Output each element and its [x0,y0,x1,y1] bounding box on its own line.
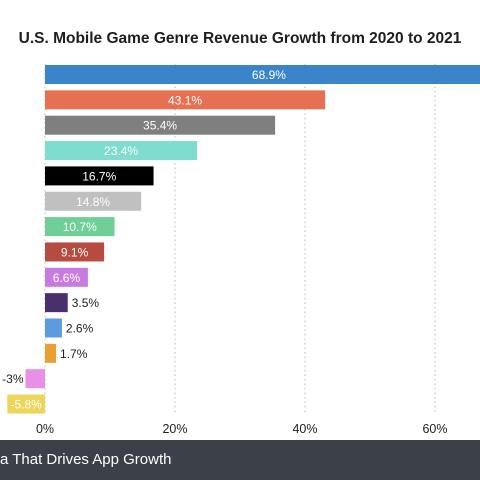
bar [45,293,68,313]
bar [25,369,45,389]
bar-value-label: 35.4% [143,119,177,133]
x-tick-label: 20% [162,422,187,436]
bar [45,242,105,262]
bar-chart: 68.9% 43.1% 35.4% 23.4% 16.7% 14.8% 10.7% 9.1% 6… [2,64,480,436]
bar-value-label: -5.8% [10,398,42,412]
bar [45,90,326,110]
bar-value-labels: 68.9% 43.1% 35.4% 23.4% 16.7% 14.8% 10.7% 9.1% 6… [2,68,286,412]
bar [45,267,88,287]
bar-value-label: 16.7% [82,169,116,183]
bar [45,65,480,84]
bar [45,318,62,338]
bar [45,141,198,161]
bar [45,343,57,363]
bar [45,166,154,186]
chart-title: U.S. Mobile Game Genre Revenue Growth fr… [18,30,462,47]
bar-value-label: 6.6% [53,271,81,285]
x-tick-label: 60% [422,422,447,436]
bar-value-label: 10.7% [63,220,97,234]
bar [45,115,276,135]
bar-value-label: 23.4% [104,144,138,158]
footer-banner: a That Drives App Growth [0,440,480,480]
bar-value-label: 2.6% [66,322,94,336]
x-tick-label: 0% [36,422,54,436]
bar [45,217,115,237]
bar-value-label: 68.9% [252,68,286,82]
bar-value-label: 3.5% [72,296,100,310]
footer-text: a That Drives App Growth [0,451,172,468]
bar-value-label: 1.7% [60,347,88,361]
x-axis-tick-labels: 0% 20% 40% 60% [36,422,448,436]
bar [45,191,142,211]
bars [7,65,480,414]
x-tick-label: 40% [292,422,317,436]
bar-value-label: 9.1% [61,245,89,259]
bar-value-label: 14.8% [76,195,110,209]
bar-value-label: 43.1% [168,93,202,107]
bar-value-label: -3% [2,372,24,386]
bar [7,394,46,414]
